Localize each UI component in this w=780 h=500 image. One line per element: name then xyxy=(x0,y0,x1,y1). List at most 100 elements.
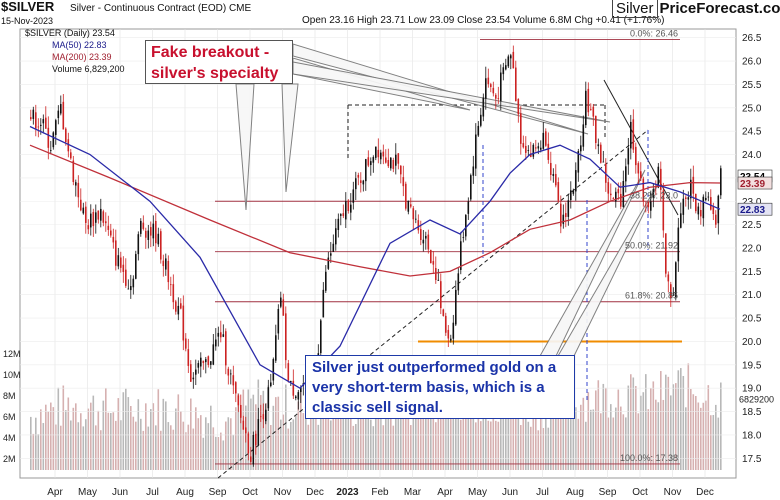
candle-body xyxy=(627,148,630,165)
volume-bar xyxy=(227,417,230,470)
volume-bar xyxy=(47,411,50,470)
candle-body xyxy=(535,147,537,149)
volume-bar xyxy=(267,385,270,470)
candle-body xyxy=(280,297,282,307)
candle-body xyxy=(215,339,217,347)
volume-bar xyxy=(415,387,417,470)
candle-body xyxy=(370,161,372,166)
candle-body xyxy=(472,166,475,176)
candle-body xyxy=(542,132,545,149)
candle-body xyxy=(200,357,202,367)
candle-body xyxy=(435,267,437,280)
x-tick-label: May xyxy=(78,487,97,498)
x-tick-label: Dec xyxy=(696,487,714,498)
candle-body xyxy=(470,175,472,200)
volume-bar xyxy=(530,426,532,470)
volume-bar xyxy=(77,422,80,470)
volume-bar xyxy=(140,418,142,470)
volume-bar xyxy=(627,385,630,470)
candle-body xyxy=(640,171,642,179)
volume-bar xyxy=(315,412,317,470)
candle-body xyxy=(557,182,560,201)
volume-bar xyxy=(502,405,505,470)
candle-body xyxy=(230,373,232,375)
volume-bar xyxy=(550,407,552,470)
candle-body xyxy=(172,284,175,303)
volume-bar xyxy=(710,415,712,470)
volume-bar xyxy=(680,368,682,470)
candle-body xyxy=(580,145,582,152)
y-tick-label: 21.0 xyxy=(742,290,762,301)
callout-pointer xyxy=(292,43,589,135)
volume-bar xyxy=(592,409,595,470)
candle-body xyxy=(127,288,130,290)
volume-bar xyxy=(615,407,617,470)
volume-bar xyxy=(505,385,507,470)
volume-bar xyxy=(617,389,620,470)
candle-body xyxy=(407,200,410,212)
volume-bar xyxy=(127,397,130,470)
chart-date: 15-Nov-2023 xyxy=(1,16,54,26)
trend-lines xyxy=(217,43,679,479)
volume-bar xyxy=(97,410,100,470)
volume-bar xyxy=(167,422,170,470)
volume-bar xyxy=(395,411,397,470)
ma50-line xyxy=(29,125,721,390)
candle-body xyxy=(652,189,655,199)
candle-body xyxy=(577,151,580,173)
candle-body xyxy=(430,249,432,264)
volume-bar xyxy=(300,390,302,470)
volume-bar xyxy=(135,421,137,470)
ma50-tag-box xyxy=(737,202,773,216)
candle-body xyxy=(450,338,452,341)
candle-body xyxy=(232,375,235,386)
volume-bar xyxy=(295,415,297,470)
candle-body xyxy=(110,230,112,236)
volume-bar xyxy=(70,420,72,470)
volume-bar xyxy=(532,395,535,470)
candle-body xyxy=(205,359,207,363)
candle-body xyxy=(697,206,700,215)
candle-body xyxy=(565,213,567,218)
candle-body xyxy=(600,144,602,163)
callout-pointer xyxy=(557,179,661,357)
candle-body xyxy=(297,392,300,400)
volume-bar xyxy=(30,416,32,470)
volume-bar xyxy=(472,390,475,470)
volume-bar xyxy=(357,402,360,470)
volume-bar xyxy=(312,409,315,470)
candle-body xyxy=(505,65,507,70)
candle-body xyxy=(207,356,210,365)
candle-body xyxy=(222,334,225,337)
volume-bar xyxy=(382,425,385,470)
brand-text: PriceForecast.com xyxy=(659,0,780,17)
candle-body xyxy=(487,77,490,85)
candle-body xyxy=(550,162,552,175)
volume-bar xyxy=(317,424,320,470)
candle-body xyxy=(590,108,592,110)
volume-bar xyxy=(582,397,585,470)
volume-bar xyxy=(405,386,407,470)
candle-body xyxy=(647,201,650,208)
x-tick-label: Jul xyxy=(146,487,159,498)
candle-body xyxy=(412,208,415,220)
candle-body xyxy=(50,150,52,151)
candle-body xyxy=(597,144,600,147)
volume-bar xyxy=(297,401,300,470)
volume-tick-label: 6M xyxy=(3,412,16,422)
x-tick-label: May xyxy=(468,487,487,498)
candle-body xyxy=(175,301,177,312)
y-tick-label: 25.5 xyxy=(742,80,762,91)
volume-bar xyxy=(232,435,235,470)
candle-body xyxy=(420,229,422,241)
candle-body xyxy=(257,419,260,445)
fib-label: 50.0%: 21.92 xyxy=(625,241,678,251)
candle-body xyxy=(427,234,430,250)
candle-body xyxy=(137,234,140,255)
volume-bar xyxy=(585,421,587,470)
y-tick-label: 25.0 xyxy=(742,103,762,114)
candle-body xyxy=(362,180,365,185)
volume-bar xyxy=(600,413,602,470)
candle-body xyxy=(245,427,247,434)
candle-body xyxy=(465,215,467,237)
